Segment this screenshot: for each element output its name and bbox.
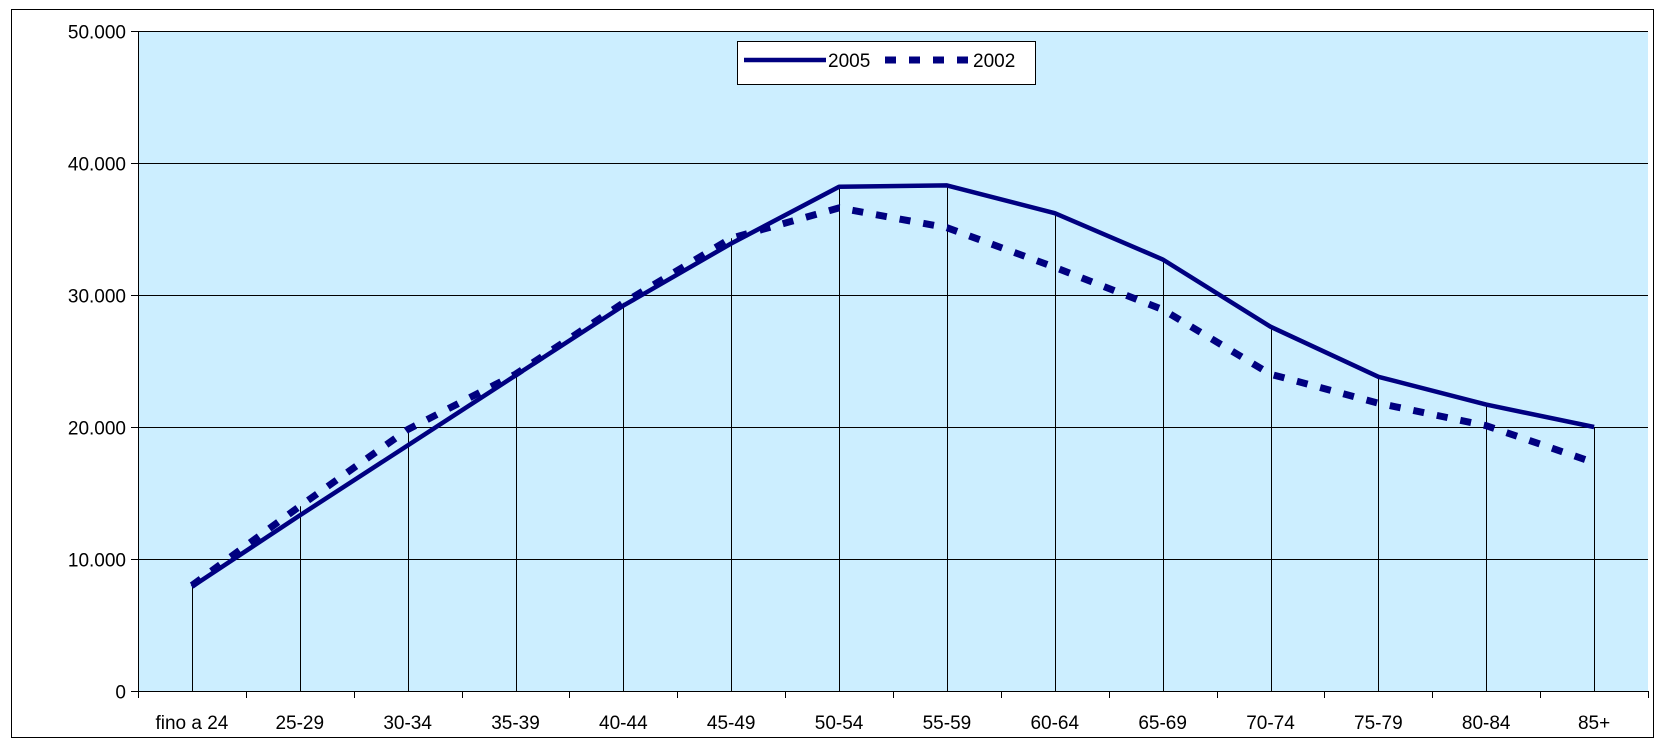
- legend-label-2005: 2005: [828, 51, 870, 72]
- x-tick-label: 50-54: [815, 713, 864, 734]
- drop-lines: [192, 185, 1595, 691]
- y-tick-label: 50.000: [68, 23, 126, 44]
- x-tick-label: 25-29: [275, 713, 324, 734]
- x-tick-label: 75-79: [1354, 713, 1403, 734]
- y-tick-label: 20.000: [68, 419, 126, 440]
- plot-area: [138, 31, 1648, 691]
- y-tick-label: 10.000: [68, 551, 126, 572]
- y-tick-label: 0: [115, 683, 126, 704]
- grid-lines: [138, 31, 1648, 560]
- x-tick-label: 55-59: [923, 713, 972, 734]
- legend-label-2002: 2002: [973, 51, 1015, 72]
- x-tick-label: 45-49: [707, 713, 756, 734]
- series-line-2005: [190, 183, 1595, 589]
- axes: 0 10.000 20.000 30.000 40.000 50.000 fino a 24…: [68, 23, 1649, 734]
- legend: 2005 2002: [737, 41, 1036, 85]
- x-tick-label: 35-39: [491, 713, 540, 734]
- x-tick-label: 65-69: [1138, 713, 1187, 734]
- x-tick-label: 80-84: [1462, 713, 1511, 734]
- x-tick-label: 85+: [1578, 713, 1610, 734]
- series-lines: [189, 183, 1596, 589]
- x-tick-label: fino a 24: [155, 713, 228, 734]
- y-tick-label: 30.000: [68, 287, 126, 308]
- x-tick-label: 70-74: [1246, 713, 1295, 734]
- x-tick-label: 30-34: [383, 713, 432, 734]
- y-tick-label: 40.000: [68, 155, 126, 176]
- x-tick-label: 60-64: [1030, 713, 1079, 734]
- x-tick-label: 40-44: [599, 713, 648, 734]
